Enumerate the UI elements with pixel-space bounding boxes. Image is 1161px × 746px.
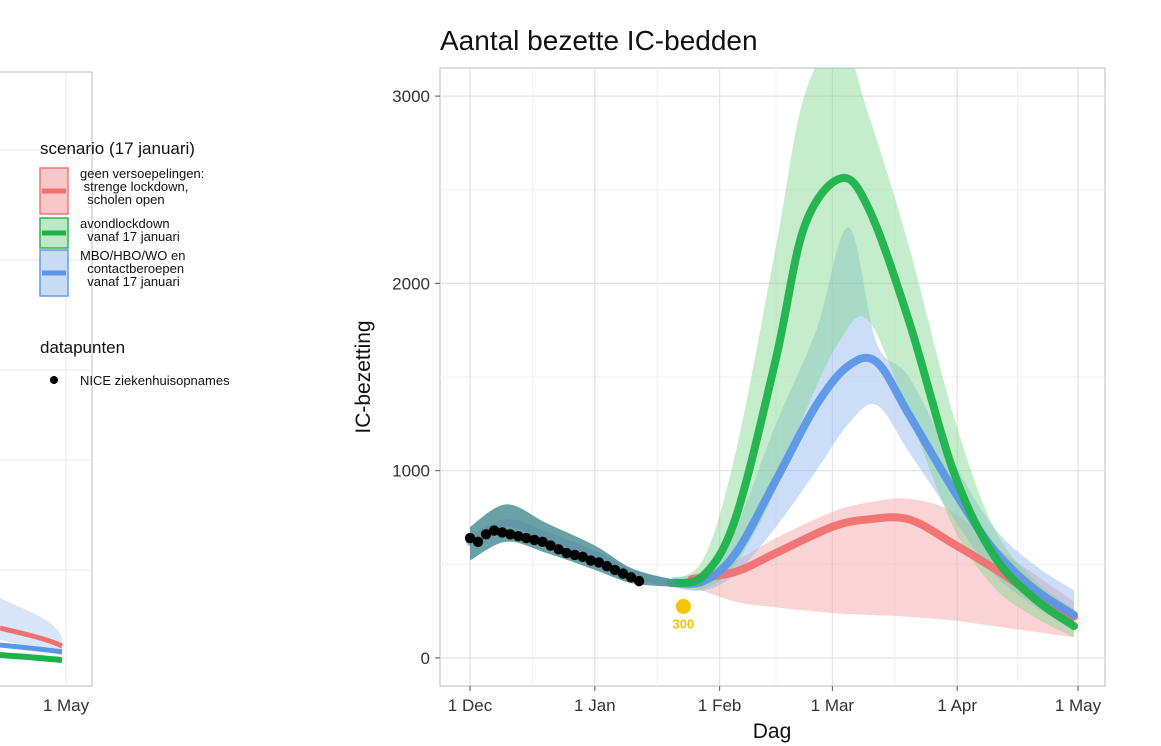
- data-point: [609, 564, 621, 576]
- series-line-1: [667, 173, 1078, 631]
- left-line-blue: [0, 642, 63, 655]
- left-panel-series: [0, 598, 64, 663]
- left-line-red: [0, 625, 64, 649]
- data-point: [472, 536, 484, 547]
- annotation-marker: [675, 598, 691, 614]
- legend-scenario-title: scenario (17 januari): [40, 139, 195, 158]
- left-x-tick-label: 1 May: [43, 696, 90, 715]
- data-point: [521, 532, 532, 544]
- x-tick-label: 1 Dec: [448, 696, 493, 715]
- x-tick-label: 1 May: [1055, 696, 1102, 715]
- left-line-green: [0, 652, 63, 663]
- legend-entry-label: scholen open: [80, 192, 165, 207]
- legend-entry-label: vanaf 17 januari: [80, 274, 180, 289]
- annotation: 300: [673, 598, 695, 631]
- data-point: [585, 555, 596, 566]
- y-axis-label: IC-bezetting: [352, 320, 375, 433]
- legend-datapunten-title: datapunten: [40, 338, 125, 357]
- x-axis-label: Dag: [753, 720, 792, 743]
- data-point: [625, 572, 637, 583]
- x-tick-label: 1 Jan: [574, 696, 616, 715]
- data-point: [561, 547, 572, 559]
- legend-entry-label: MBO/HBO/WO en: [80, 248, 185, 263]
- data-point: [569, 549, 580, 561]
- data-point: [513, 530, 524, 542]
- data-point: [480, 529, 492, 540]
- legend: scenario (17 januari) geen versoepelinge…: [39, 139, 230, 388]
- y-tick-label: 3000: [392, 87, 430, 106]
- y-tick-label: 0: [421, 649, 430, 668]
- main-plot-area: 300: [439, 67, 1106, 687]
- data-point: [617, 568, 629, 579]
- y-tick-label: 2000: [392, 274, 430, 293]
- annotation-label: 300: [673, 616, 695, 631]
- legend-entry-label: geen versoepelingen:: [80, 166, 204, 181]
- legend-entry-label: strenge lockdown,: [80, 179, 188, 194]
- x-tick-label: 1 Feb: [698, 696, 741, 715]
- y-tick-label: 1000: [392, 462, 430, 481]
- legend-points-key: [50, 376, 58, 384]
- chart-title: Aantal bezette IC-bedden: [440, 25, 758, 56]
- series-lines: [466, 173, 1078, 631]
- legend-entry-label: vanaf 17 januari: [80, 229, 180, 244]
- legend-entry-label: contactberoepen: [80, 261, 184, 276]
- data-point: [505, 529, 516, 540]
- data-point: [537, 536, 548, 547]
- data-point: [488, 525, 500, 536]
- x-tick-label: 1 Apr: [937, 696, 977, 715]
- data-point: [553, 544, 564, 555]
- x-axis-ticks: 1 Dec 1 Jan 1 Feb 1 Mar 1 Apr 1 May: [448, 686, 1102, 715]
- legend-entries: geen versoepelingen: strenge lockdown, s…: [39, 166, 204, 297]
- band-2: [671, 227, 1074, 630]
- data-point: [601, 560, 613, 572]
- data-point: [593, 557, 605, 568]
- data-point: [497, 527, 508, 538]
- legend-entry-label: avondlockdown: [80, 216, 170, 231]
- grid-lines: [440, 68, 1105, 686]
- legend-points-label: NICE ziekenhuisopnames: [80, 373, 230, 388]
- data-point: [633, 575, 645, 587]
- data-point: [464, 532, 476, 544]
- left-panel-frame: [0, 71, 93, 687]
- y-axis-ticks: 0 1000 2000 3000: [392, 87, 440, 668]
- data-point: [545, 540, 556, 551]
- data-point: [577, 551, 588, 562]
- data-points: [464, 525, 645, 587]
- x-tick-label: 1 Mar: [811, 696, 855, 715]
- data-point: [529, 534, 540, 546]
